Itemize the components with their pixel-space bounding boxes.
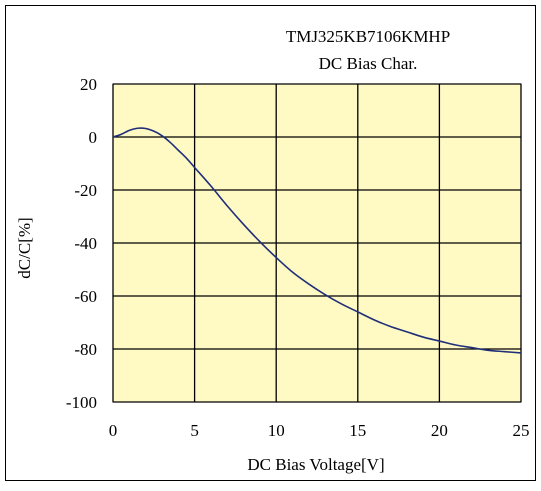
tick-labels: 0 5 10 15 20 25 20 0 -20 -40 -60 -80 -100 (66, 75, 530, 440)
y-tick-label-20: 20 (80, 75, 97, 94)
y-tick-label--40: -40 (74, 234, 97, 253)
x-tick-label-10: 10 (268, 421, 285, 440)
x-tick-label-0: 0 (109, 421, 118, 440)
x-tick-label-20: 20 (431, 421, 448, 440)
y-tick-label-0: 0 (89, 128, 98, 147)
chart-subtitle: DC Bias Char. (319, 54, 418, 73)
x-tick-label-15: 15 (349, 421, 366, 440)
grid-lines (112, 83, 522, 403)
y-tick-label--20: -20 (74, 181, 97, 200)
y-axis-label: dC/C[%] (15, 217, 34, 278)
y-tick-label--80: -80 (74, 340, 97, 359)
x-axis-label: DC Bias Voltage[V] (247, 455, 384, 474)
x-tick-label-5: 5 (190, 421, 199, 440)
curve-layer (112, 127, 522, 354)
y-tick-label--60: -60 (74, 287, 97, 306)
chart-title: TMJ325KB7106KMHP (286, 27, 450, 46)
y-tick-label--100: -100 (66, 393, 97, 412)
series-line-0 (112, 127, 522, 354)
x-tick-label-25: 25 (513, 421, 530, 440)
